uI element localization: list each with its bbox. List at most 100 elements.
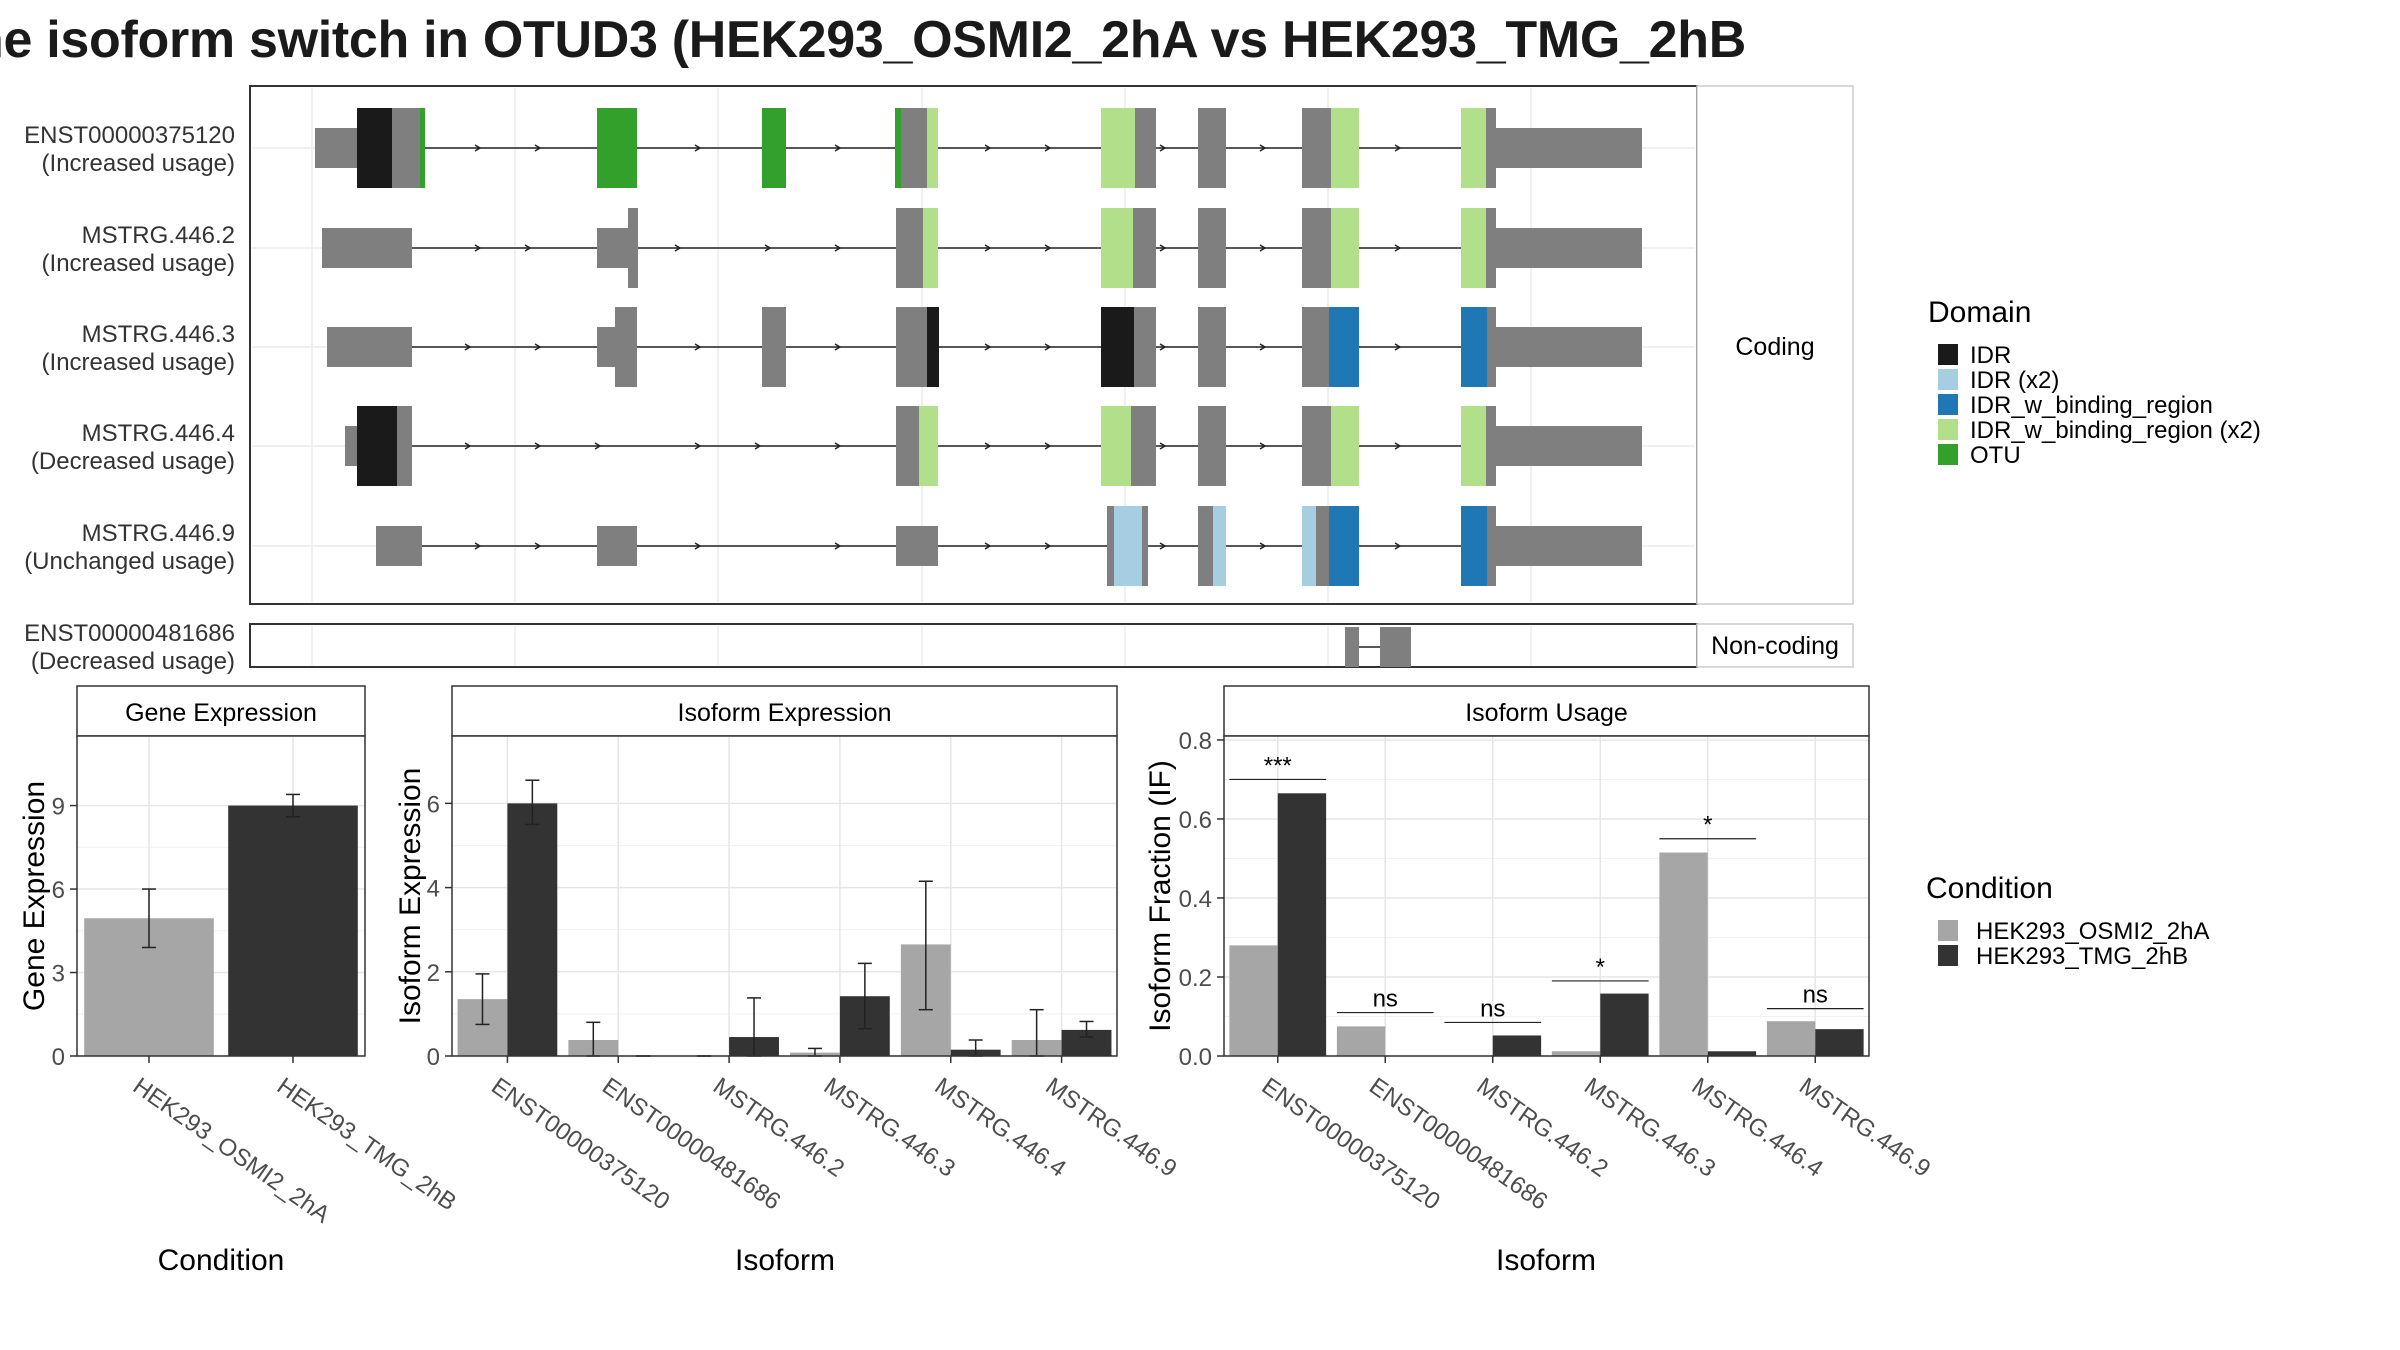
bar <box>1766 1021 1816 1056</box>
exon-block <box>927 108 938 188</box>
significance-label: ns <box>1803 982 1828 1009</box>
y-axis-title: Isoform Fraction (IF) <box>1144 760 1177 1032</box>
structure-panel: Coding Non-coding ENST00000375120(Increa… <box>24 85 1854 675</box>
exon-block <box>397 406 412 486</box>
panel-title: Isoform Expression <box>678 699 892 727</box>
exon-block <box>895 108 901 188</box>
panel-strip <box>76 685 366 737</box>
transcript-track <box>376 506 1642 586</box>
y-tick-label: 3 <box>52 961 65 988</box>
bar <box>1600 993 1649 1056</box>
exon-block <box>357 108 392 188</box>
domain-legend-swatch <box>1938 344 1958 365</box>
x-axis-title: Isoform <box>735 1244 835 1277</box>
exon-block <box>762 307 786 387</box>
bar <box>1336 1026 1386 1056</box>
condition-legend-title: Condition <box>1926 872 2053 905</box>
strand-arrow-icon <box>1259 144 1267 152</box>
exon-block <box>1461 506 1487 586</box>
exon-block <box>1142 506 1148 586</box>
exon-block <box>1461 108 1486 188</box>
exon-block <box>762 108 786 188</box>
transcript-id-label: ENST00000375120 <box>24 122 235 149</box>
domain-legend-swatch <box>1938 419 1958 440</box>
strand-arrow-icon <box>1159 343 1167 351</box>
exon-block <box>322 228 412 268</box>
transcript-id-label: MSTRG.446.2 <box>82 222 235 249</box>
exon-block <box>628 208 638 288</box>
significance-label: *** <box>1264 752 1292 779</box>
coding-strip-label: Coding <box>1735 333 1814 361</box>
plot-border <box>451 735 1118 1057</box>
exon-block <box>1329 307 1359 387</box>
y-tick-label: 6 <box>427 791 440 818</box>
exon-block <box>1302 208 1331 288</box>
bar <box>1492 1035 1542 1056</box>
y-tick-label: 0 <box>52 1044 65 1071</box>
exon-block <box>1198 506 1213 586</box>
exon-block <box>1198 307 1226 387</box>
transcript-track <box>345 406 1642 486</box>
x-axis-title: Condition <box>158 1244 285 1277</box>
exon-block <box>901 108 927 188</box>
transcript-id-label: MSTRG.446.3 <box>82 321 235 348</box>
exon-block <box>345 426 357 466</box>
x-tick-label: ENST00000481686 <box>597 1073 785 1216</box>
exon-block <box>357 406 397 486</box>
domain-legend-label: IDR_w_binding_region (x2) <box>1970 417 2261 444</box>
transcript-usage-label: (Decreased usage) <box>31 448 235 475</box>
exon-block <box>1496 128 1642 168</box>
exon-block <box>896 406 919 486</box>
bar <box>1229 945 1278 1056</box>
coding-panel-border <box>249 85 1698 605</box>
strand-arrow-icon <box>1044 343 1052 351</box>
strand-arrow-icon <box>694 144 702 152</box>
strand-arrow-icon <box>594 442 602 450</box>
strand-arrow-icon <box>464 343 472 351</box>
exon-block <box>376 526 422 566</box>
strand-arrow-icon <box>1044 542 1052 550</box>
y-tick-label: 9 <box>52 794 65 821</box>
exon-block <box>1135 108 1156 188</box>
significance-label: ns <box>1480 995 1505 1022</box>
y-tick-label: 0.8 <box>1179 728 1212 755</box>
strand-arrow-icon <box>1259 244 1267 252</box>
strand-arrow-icon <box>1394 442 1402 450</box>
domain-legend-title: Domain <box>1928 296 2031 329</box>
exon-block <box>615 307 637 387</box>
strand-arrow-icon <box>1044 244 1052 252</box>
y-tick-label: 0.6 <box>1179 807 1212 834</box>
y-axis-title: Isoform Expression <box>394 768 427 1025</box>
exon-block <box>1496 426 1642 466</box>
exon-block <box>1302 506 1316 586</box>
strand-arrow-icon <box>474 144 482 152</box>
strand-arrow-icon <box>524 244 532 252</box>
bar <box>1707 1051 1757 1056</box>
exon-block <box>1101 208 1133 288</box>
strand-arrow-icon <box>1394 542 1402 550</box>
exon-block <box>1486 208 1496 288</box>
transcript-id-label: MSTRG.446.9 <box>82 520 235 547</box>
domain-legend-swatch <box>1938 394 1958 415</box>
strand-arrow-icon <box>534 442 542 450</box>
exon-block <box>597 327 615 367</box>
y-tick-label: 0.0 <box>1179 1044 1212 1071</box>
exon-block <box>1496 526 1642 566</box>
noncoding-track <box>1345 627 1411 667</box>
exon-block <box>1213 506 1226 586</box>
x-tick-label: ENST00000375120 <box>1257 1073 1445 1216</box>
exon-block <box>1461 208 1486 288</box>
strand-arrow-icon <box>694 343 702 351</box>
plot-title: he isoform switch in OTUD3 (HEK293_OSMI2… <box>0 11 1746 69</box>
x-tick-label: ENST00000481686 <box>1364 1073 1552 1216</box>
exon-block <box>1487 506 1496 586</box>
bar <box>228 805 358 1056</box>
exon-block <box>597 526 637 566</box>
noncoding-strip-label: Non-coding <box>1711 632 1839 660</box>
exon-block <box>327 327 412 367</box>
strand-arrow-icon <box>464 442 472 450</box>
transcript-track <box>327 307 1642 387</box>
